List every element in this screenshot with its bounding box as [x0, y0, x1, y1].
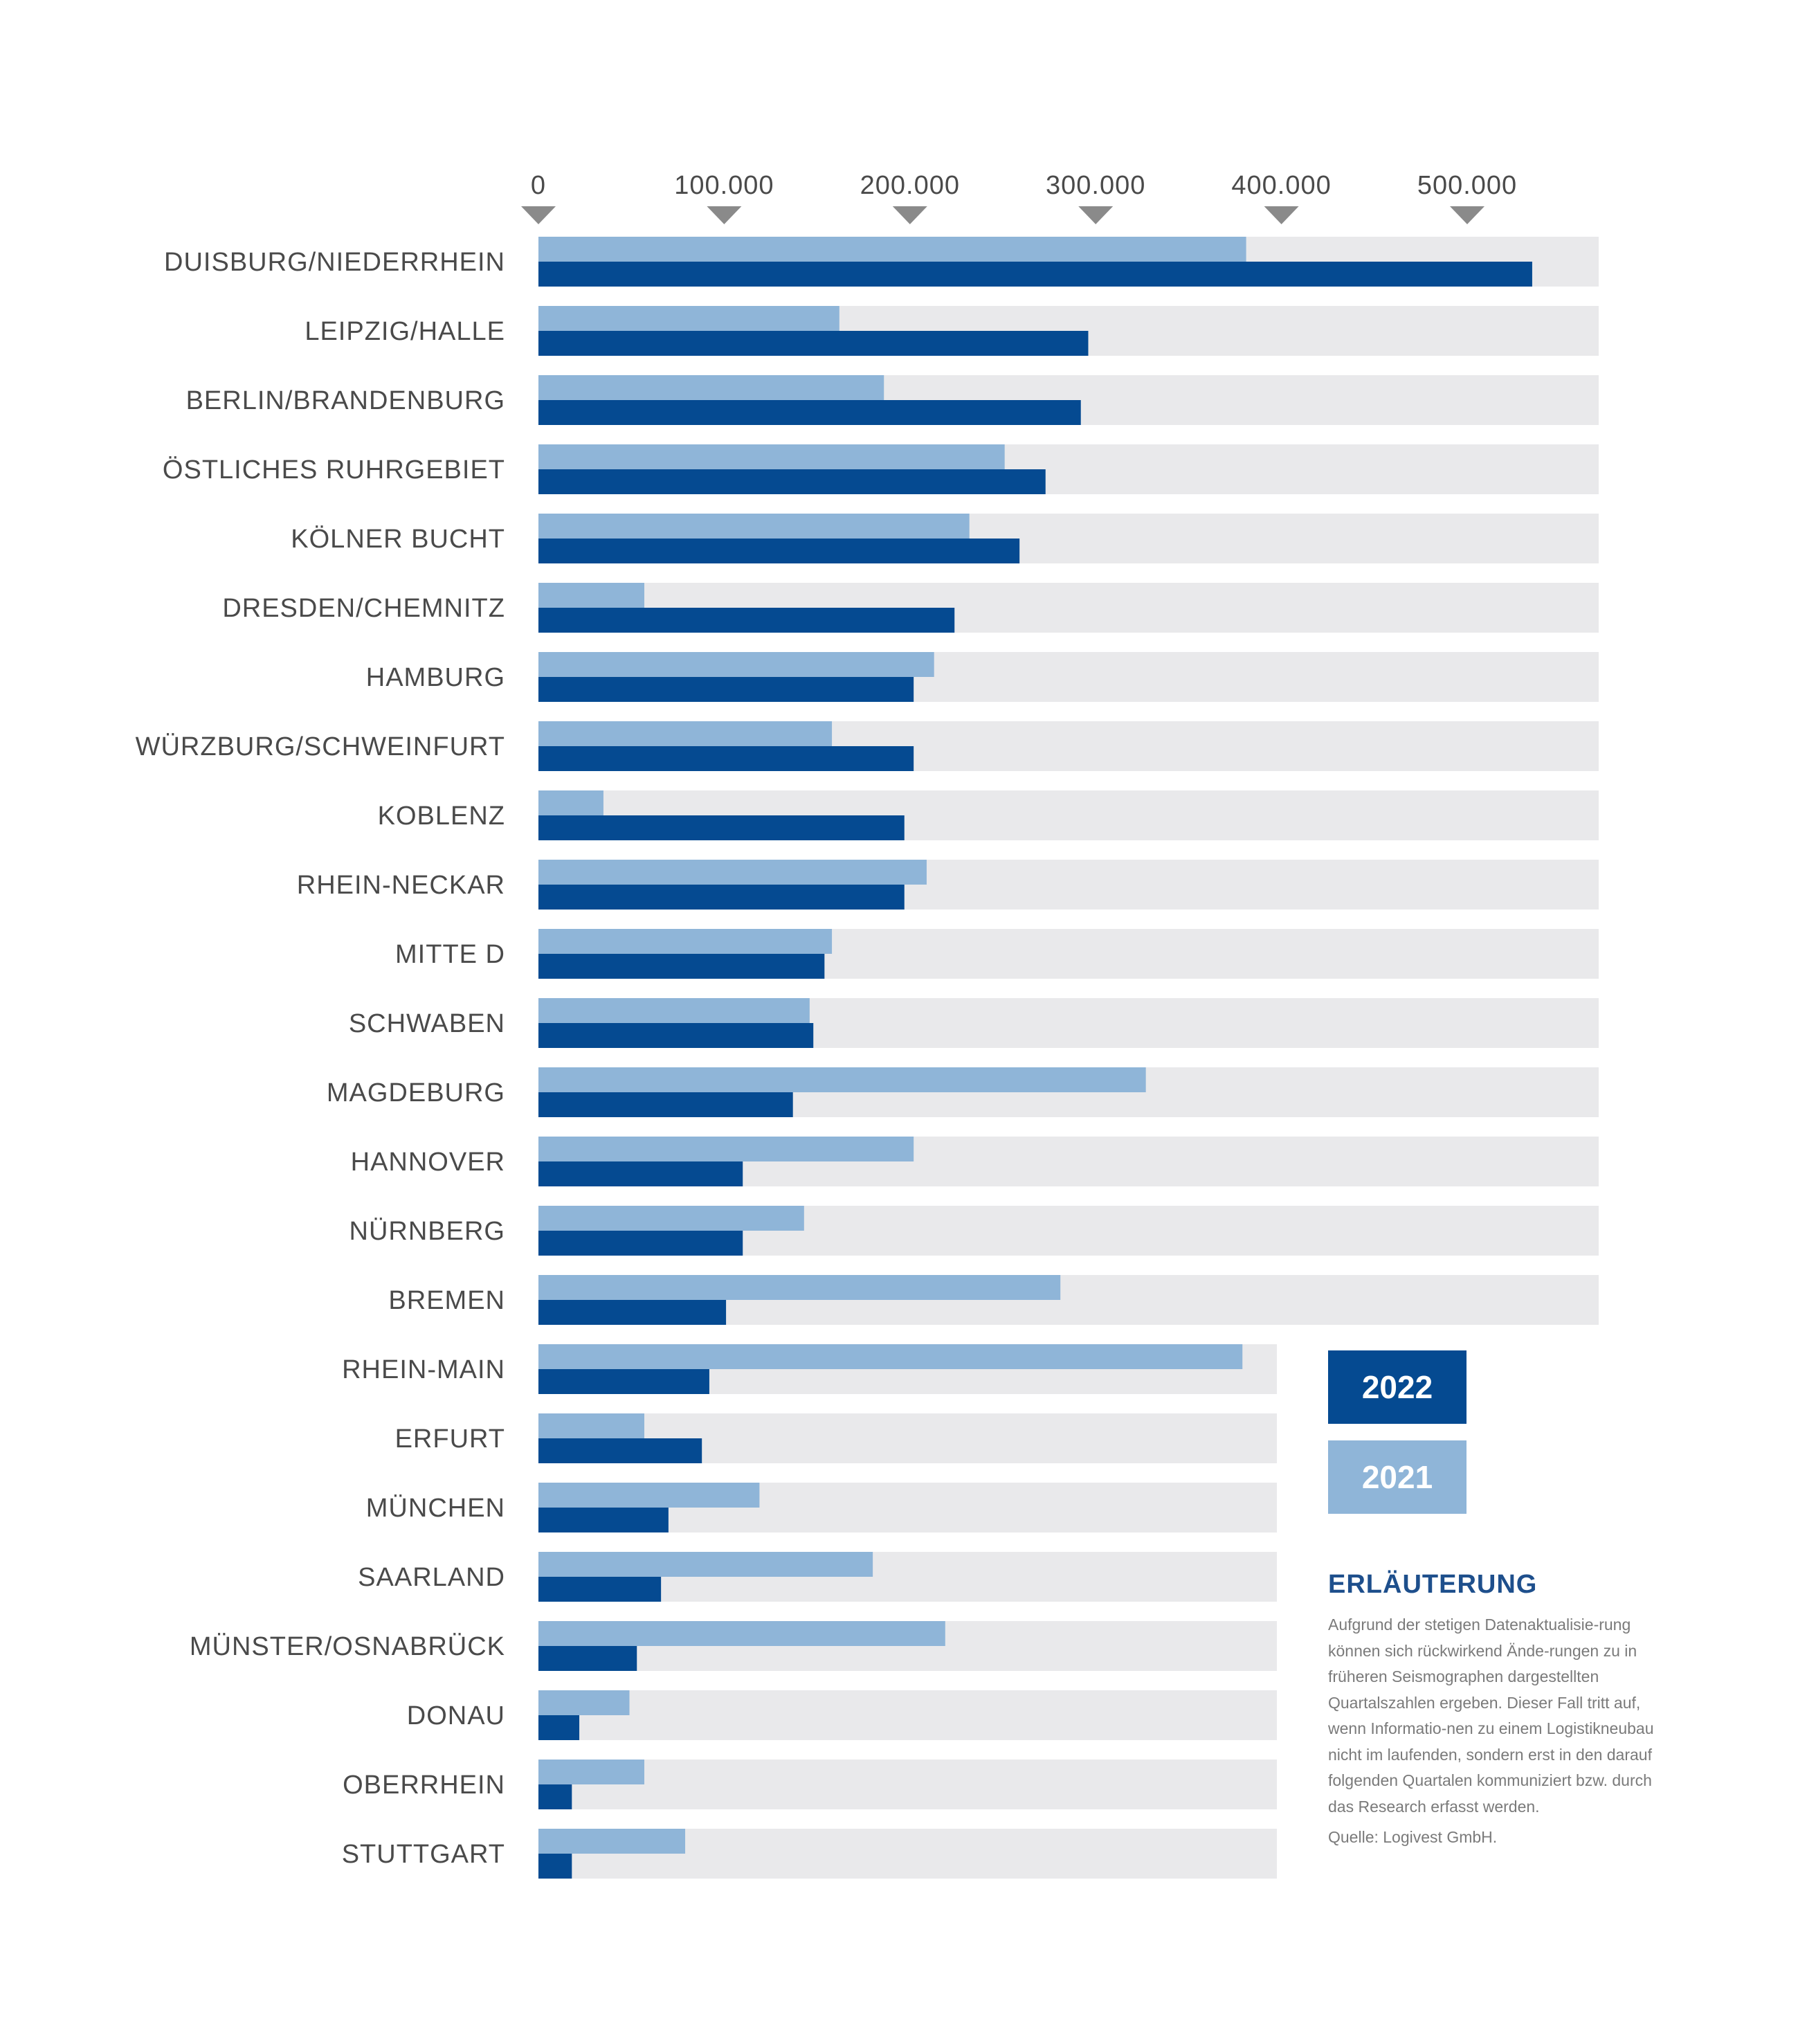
bar-2021	[538, 306, 839, 331]
category-label: SAARLAND	[358, 1563, 505, 1592]
bar-2022	[538, 1369, 709, 1394]
bar-2022	[538, 746, 914, 771]
bar-2022	[538, 954, 825, 979]
x-tick-marker	[1450, 206, 1484, 224]
bar-2022	[538, 469, 1046, 494]
bar-2022	[538, 1646, 637, 1671]
category-label: HAMBURG	[366, 663, 505, 692]
x-axis: 0 100.000 200.000 300.000 400.000 500.000	[521, 171, 1517, 224]
category-label: DRESDEN/CHEMNITZ	[222, 594, 505, 623]
bar-2021	[538, 237, 1246, 262]
bar-2021	[538, 514, 970, 539]
bar-2022	[538, 400, 1081, 425]
category-label: MITTE D	[395, 940, 505, 969]
bar-2021	[538, 1067, 1146, 1092]
bar-2021	[538, 1621, 945, 1646]
bar-2022	[538, 885, 905, 910]
x-tick-label: 500.000	[1417, 171, 1517, 200]
category-label: LEIPZIG/HALLE	[305, 317, 505, 346]
bar-2022	[538, 262, 1532, 287]
bar-2021	[538, 583, 644, 608]
x-tick-marker	[521, 206, 556, 224]
bar-2021	[538, 652, 934, 677]
bar-2022	[538, 1161, 743, 1186]
x-tick-marker	[1264, 206, 1299, 224]
bar-track	[538, 1760, 1277, 1809]
bar-2021	[538, 790, 603, 815]
bar-2022	[538, 1023, 814, 1048]
bar-2021	[538, 998, 810, 1023]
bar-track	[538, 1690, 1277, 1740]
bar-2021	[538, 1413, 644, 1438]
bar-2022	[538, 1854, 572, 1879]
bar-2022	[538, 1092, 793, 1117]
bar-2021	[538, 860, 927, 885]
category-label: SCHWABEN	[349, 1009, 505, 1038]
bar-2022	[538, 1784, 572, 1809]
category-label: HANNOVER	[351, 1148, 505, 1177]
category-label: NÜRNBERG	[349, 1217, 505, 1246]
category-label: MÜNSTER/OSNABRÜCK	[190, 1632, 505, 1661]
note-title: ERLÄUTERUNG	[1328, 1570, 1538, 1599]
explanation-note: ERLÄUTERUNG Aufgrund der stetigen Datena…	[1328, 1570, 1674, 1847]
bar-2022	[538, 608, 955, 633]
bar-2021	[538, 1829, 686, 1854]
x-tick-marker	[892, 206, 927, 224]
category-label: ERFURT	[395, 1425, 505, 1454]
category-label: BERLIN/BRANDENBURG	[186, 386, 505, 415]
bar-2022	[538, 1715, 580, 1740]
bar-2022	[538, 677, 914, 702]
category-label: WÜRZBURG/SCHWEINFURT	[136, 732, 505, 761]
x-tick-label: 200.000	[860, 171, 960, 200]
bar-2021	[538, 1344, 1243, 1369]
category-label: MÜNCHEN	[366, 1494, 505, 1523]
bar-2022	[538, 1577, 662, 1602]
bar-2021	[538, 1275, 1061, 1300]
bar-2022	[538, 539, 1020, 563]
x-tick-label: 0	[531, 171, 546, 200]
note-source: Quelle: Logivest GmbH.	[1328, 1828, 1498, 1846]
category-label: OBERRHEIN	[343, 1771, 505, 1800]
legend-2022: 2022	[1328, 1350, 1466, 1424]
category-label: DONAU	[407, 1701, 505, 1730]
bar-2022	[538, 815, 905, 840]
bar-2021	[538, 375, 884, 400]
category-label: DUISBURG/NIEDERRHEIN	[164, 248, 505, 277]
bar-2021	[538, 721, 833, 746]
bar-2022	[538, 1300, 727, 1325]
x-tick-label: 400.000	[1231, 171, 1331, 200]
bar-group	[538, 237, 1532, 1879]
bar-2021	[538, 444, 1005, 469]
x-tick-marker	[707, 206, 742, 224]
category-label: ÖSTLICHES RUHRGEBIET	[163, 455, 505, 485]
bar-2022	[538, 1438, 702, 1463]
bar-2021	[538, 1206, 804, 1231]
bar-2021	[538, 1760, 644, 1784]
bar-2021	[538, 1483, 760, 1508]
category-label: KOBLENZ	[378, 802, 505, 831]
bar-2021	[538, 1690, 630, 1715]
category-label: RHEIN-MAIN	[342, 1355, 505, 1384]
x-tick-label: 100.000	[674, 171, 774, 200]
category-label: RHEIN-NECKAR	[297, 871, 505, 900]
x-tick-label: 300.000	[1046, 171, 1145, 200]
bar-2021	[538, 1137, 914, 1161]
note-text: Aufgrund der stetigen Datenaktualisie-ru…	[1328, 1616, 1654, 1816]
bar-2022	[538, 331, 1089, 356]
category-label: BREMEN	[388, 1286, 505, 1315]
bar-2022	[538, 1508, 669, 1532]
category-label-group: DUISBURG/NIEDERRHEIN LEIPZIG/HALLE BERLIN/…	[136, 248, 505, 1869]
bar-2021	[538, 929, 833, 954]
category-label: STUTTGART	[342, 1840, 505, 1869]
category-label: KÖLNER BUCHT	[291, 525, 505, 554]
bar-2021	[538, 1552, 873, 1577]
x-tick-marker	[1078, 206, 1114, 224]
category-label: MAGDEBURG	[327, 1078, 505, 1107]
bar-2022	[538, 1231, 743, 1256]
legend-2021: 2021	[1328, 1440, 1466, 1514]
